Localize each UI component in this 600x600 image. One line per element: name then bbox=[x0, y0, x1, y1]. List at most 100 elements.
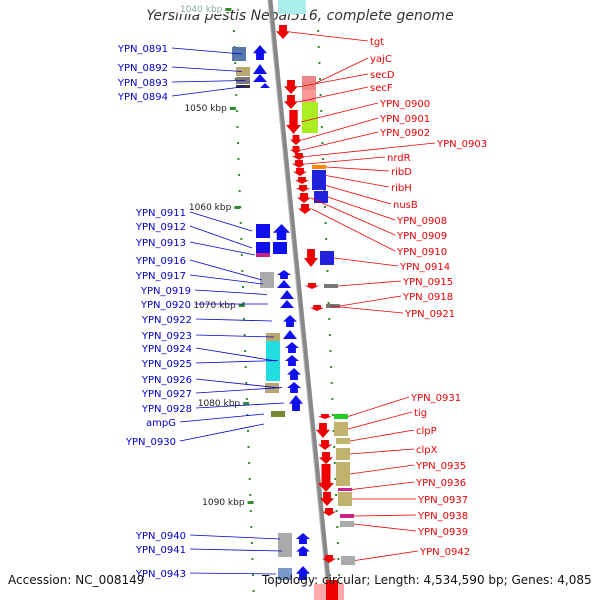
gene-arrow bbox=[318, 440, 332, 450]
guide-dot bbox=[240, 238, 243, 240]
label-leader bbox=[189, 572, 277, 575]
guide-dot bbox=[330, 366, 333, 368]
scale-label: 1050 kbp bbox=[184, 104, 227, 114]
gene-box bbox=[236, 67, 250, 76]
guide-dot bbox=[239, 222, 242, 224]
guide-dot bbox=[244, 350, 247, 352]
gene-label-left: YPN_0923 bbox=[141, 331, 192, 342]
guide-dot bbox=[331, 398, 334, 400]
gene-label-right: YPN_0939 bbox=[417, 527, 468, 538]
gene-box bbox=[340, 521, 354, 527]
label-leader bbox=[353, 523, 417, 532]
gene-box bbox=[336, 462, 350, 486]
scale-label-bg bbox=[199, 496, 249, 507]
gene-arrow bbox=[277, 280, 291, 288]
label-leader bbox=[349, 429, 415, 442]
gene-label-right: YPN_0902 bbox=[379, 128, 430, 139]
gene-arrow bbox=[277, 270, 291, 279]
scale-label-bg bbox=[177, 3, 227, 14]
guide-dot bbox=[334, 478, 337, 480]
gene-label-left: YPN_0943 bbox=[135, 569, 186, 580]
label-leader bbox=[179, 423, 265, 442]
label-leader bbox=[325, 166, 390, 172]
label-leader bbox=[333, 257, 399, 267]
guide-dot bbox=[234, 62, 237, 64]
gene-arrow bbox=[283, 330, 297, 339]
gene-arrow bbox=[289, 395, 303, 411]
gene-arrow bbox=[318, 464, 334, 492]
guide-dot bbox=[236, 126, 239, 128]
label-leader bbox=[325, 175, 390, 188]
guide-dot bbox=[318, 62, 321, 64]
gene-arrow bbox=[296, 566, 310, 580]
gene-label-left: YPN_0924 bbox=[141, 344, 192, 355]
gene-label-right: YPN_0942 bbox=[419, 547, 470, 558]
backbone-highlight bbox=[267, 0, 329, 600]
gene-label-right: YPN_0937 bbox=[417, 495, 468, 506]
label-leader bbox=[297, 73, 369, 88]
gene-box bbox=[326, 580, 338, 600]
gene-label-right: tig bbox=[414, 408, 427, 419]
gene-box bbox=[336, 448, 350, 460]
gene-arrow bbox=[319, 452, 333, 464]
gene-box bbox=[278, 533, 292, 545]
gene-arrow bbox=[253, 74, 267, 82]
gene-arrow bbox=[287, 368, 301, 380]
gene-arrow bbox=[316, 423, 330, 438]
gene-arrow bbox=[280, 300, 294, 308]
guide-dot bbox=[244, 366, 247, 368]
gene-box bbox=[256, 253, 270, 257]
gene-label-right: YPN_0935 bbox=[415, 461, 466, 472]
scale-label: 1060 kbp bbox=[189, 203, 232, 213]
gene-label-right: YPN_0915 bbox=[402, 277, 453, 288]
gene-box bbox=[312, 170, 326, 181]
scale-label-bg bbox=[186, 201, 236, 212]
gene-arrow bbox=[296, 185, 310, 192]
gene-box bbox=[314, 191, 328, 203]
gene-box bbox=[334, 422, 348, 436]
guide-dot bbox=[251, 558, 254, 560]
gene-label-left: YPN_0916 bbox=[135, 256, 186, 267]
gene-label-left: YPN_0941 bbox=[135, 545, 186, 556]
gene-box bbox=[341, 556, 355, 565]
gene-label-left: YPN_0919 bbox=[140, 286, 191, 297]
gene-box bbox=[278, 568, 292, 580]
guide-dot bbox=[234, 78, 237, 80]
gene-label-right: secF bbox=[370, 83, 393, 94]
topology-label: Topology: circular; Length: 4,534,590 bp… bbox=[262, 573, 592, 587]
label-leader bbox=[353, 514, 417, 517]
gene-label-left: YPN_0927 bbox=[141, 389, 192, 400]
guide-dot bbox=[331, 414, 334, 416]
gene-label-left: YPN_0893 bbox=[117, 78, 168, 89]
gene-arrow bbox=[298, 204, 312, 214]
label-leader bbox=[195, 360, 279, 364]
scale-label: 1080 kbp bbox=[198, 399, 241, 409]
label-leader bbox=[305, 142, 436, 157]
guide-dot bbox=[317, 46, 320, 48]
gene-box bbox=[256, 242, 270, 254]
label-leader bbox=[311, 208, 396, 252]
guide-dot bbox=[324, 222, 327, 224]
gene-arrow bbox=[320, 492, 334, 506]
gene-label-right: YPN_0903 bbox=[436, 139, 487, 150]
guide-dot bbox=[319, 78, 322, 80]
gene-box bbox=[340, 514, 354, 518]
gene-arrow bbox=[253, 64, 267, 74]
label-leader bbox=[189, 274, 264, 285]
guide-dot bbox=[336, 526, 339, 528]
guide-dot bbox=[336, 542, 339, 544]
gene-label-left: YPN_0913 bbox=[135, 238, 186, 249]
guide-dot bbox=[251, 574, 254, 576]
gene-label-left: YPN_0926 bbox=[141, 375, 192, 386]
guide-dot bbox=[332, 430, 335, 432]
gene-label-left: YPN_0891 bbox=[117, 44, 168, 55]
label-leader bbox=[310, 197, 396, 236]
gene-label-right: YPN_0908 bbox=[396, 216, 447, 227]
gene-arrow bbox=[290, 146, 302, 154]
gene-box bbox=[256, 224, 270, 238]
label-leader bbox=[349, 448, 415, 455]
gene-arrow bbox=[305, 283, 319, 289]
gene-arrow bbox=[286, 110, 301, 134]
gene-box bbox=[278, 545, 292, 557]
guide-dot bbox=[236, 142, 239, 144]
